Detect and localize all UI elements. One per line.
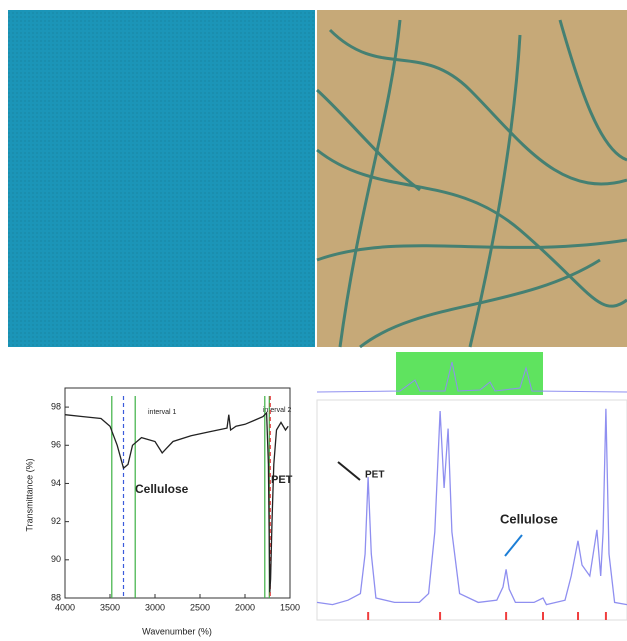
x-tick-label: 4000 bbox=[55, 602, 75, 612]
x-tick-label: 2000 bbox=[235, 602, 255, 612]
x-tick-label: 1500 bbox=[280, 602, 300, 612]
y-axis-label: Transmittance (%) bbox=[24, 458, 34, 531]
fabric-photo bbox=[8, 10, 315, 347]
raman-preview bbox=[317, 352, 627, 396]
y-tick-label: 88 bbox=[51, 592, 61, 602]
annotation: interval 1 bbox=[148, 409, 177, 416]
x-tick-label: 3000 bbox=[145, 602, 165, 612]
y-tick-label: 98 bbox=[51, 401, 61, 411]
y-tick-label: 90 bbox=[51, 554, 61, 564]
x-tick-label: 3500 bbox=[100, 602, 120, 612]
figure: PET Cellulose interval 1 interval 2 Cell… bbox=[0, 0, 627, 641]
annotation: Cellulose bbox=[135, 482, 189, 496]
raman-frame bbox=[317, 400, 627, 620]
y-tick-label: 92 bbox=[51, 516, 61, 526]
y-tick-label: 96 bbox=[51, 440, 61, 450]
annotation: Cellulose bbox=[500, 511, 558, 526]
data-line bbox=[65, 413, 288, 593]
annotation: interval 2 bbox=[263, 407, 292, 414]
x-axis-label: Wavenumber (%) bbox=[142, 626, 212, 636]
fiber-micrograph bbox=[317, 10, 627, 347]
annotation: PET bbox=[271, 474, 293, 486]
arrow bbox=[338, 462, 360, 480]
arrow bbox=[505, 535, 522, 556]
data-line bbox=[317, 409, 627, 605]
x-tick-label: 2500 bbox=[190, 602, 210, 612]
y-tick-label: 94 bbox=[51, 478, 61, 488]
